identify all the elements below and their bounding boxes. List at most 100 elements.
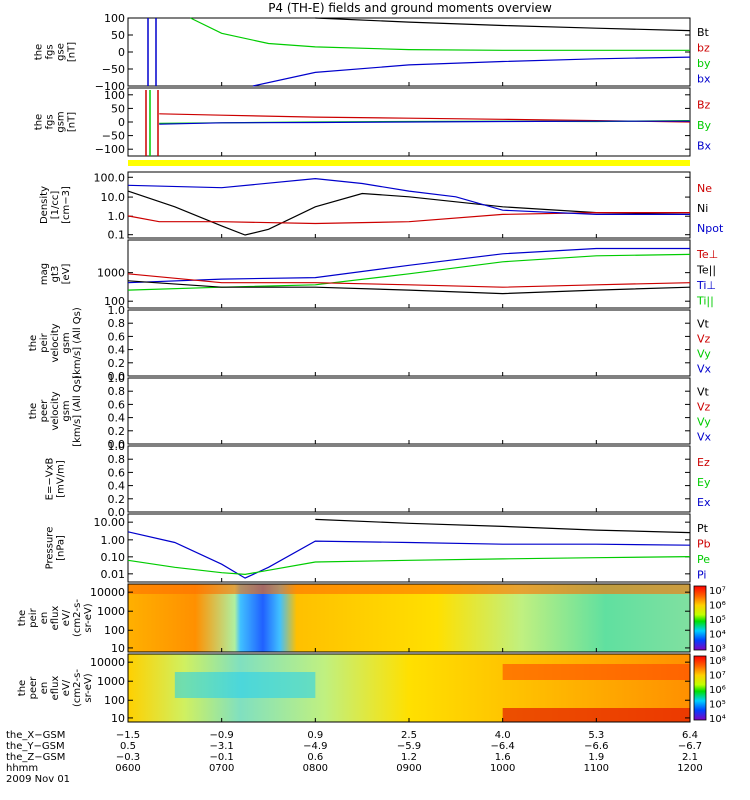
panel-fgs-gse-ylabel: fgs bbox=[45, 44, 56, 59]
xaxis-value: 5.3 bbox=[588, 730, 604, 741]
panel-fgs-gse-legend-1: bz bbox=[697, 41, 710, 54]
panel-density-legend-2: Npot bbox=[697, 222, 724, 235]
panel-fgs-gse-ylabel: gse bbox=[56, 43, 67, 61]
panel-temperature-ylabel: [eV] bbox=[61, 264, 72, 285]
panel-peer-velocity-ytick-label: 0.8 bbox=[108, 385, 126, 398]
panel-peir-eflux-ytick-label: 10000 bbox=[90, 586, 125, 599]
xaxis-row-label: the_X−GSM bbox=[6, 730, 65, 741]
panel-pressure-ytick-label: 1.00 bbox=[101, 534, 126, 547]
panel-density-legend-0: Ne bbox=[697, 182, 712, 195]
panel-peer-eflux-ylabel: eflux bbox=[50, 676, 61, 701]
panel-peir-eflux-high-energy-band bbox=[128, 584, 690, 594]
panel-pressure-ylabel: [nPa] bbox=[56, 535, 67, 561]
xaxis-row-label: the_Y−GSM bbox=[6, 741, 65, 752]
series-pressure-pt bbox=[315, 518, 691, 534]
panel-pressure-ylabel: Pressure bbox=[45, 527, 56, 570]
panel-fgs-gsm-ytick-label: 100 bbox=[104, 89, 125, 102]
panel-temperature-legend-2: Ti⊥ bbox=[696, 279, 716, 292]
panel-peer-eflux-colorbar bbox=[693, 655, 707, 721]
panel-peer-eflux-colorbar-label: 10⁴ bbox=[709, 714, 726, 725]
panel-peir-eflux-colorbar-label: 10⁵ bbox=[709, 615, 726, 626]
panel-fgs-gsm-ytick-label: 50 bbox=[111, 102, 125, 115]
xaxis-value: −4.9 bbox=[303, 741, 327, 752]
panel-fgs-gse-ytick-label: 100 bbox=[104, 12, 125, 25]
panel-pressure-legend-1: Pb bbox=[697, 537, 711, 550]
xaxis-value: 0600 bbox=[115, 763, 140, 774]
panel-peir-velocity-legend-3: Vx bbox=[697, 363, 712, 376]
xaxis-value: −0.1 bbox=[210, 752, 234, 763]
panel-peer-velocity-legend-1: Vz bbox=[697, 401, 711, 414]
panel-peer-velocity-legend-0: Vt bbox=[697, 386, 710, 399]
xaxis-value: 0900 bbox=[396, 763, 421, 774]
panel-peer-velocity-ylabel: peer bbox=[39, 399, 50, 423]
panel-peir-velocity-ytick-label: 0.2 bbox=[108, 357, 126, 370]
xaxis-value: 1.2 bbox=[401, 752, 417, 763]
panel-peer-eflux-colorbar-label: 10⁷ bbox=[709, 671, 726, 682]
series-fgs-gse-bx bbox=[252, 56, 691, 87]
data-availability-bar bbox=[128, 160, 690, 166]
panel-peer-eflux-ylabel: eV/ bbox=[61, 679, 72, 696]
panel-fgs-gse-legend-3: bx bbox=[697, 72, 711, 85]
panel-density-ylabel: [cm−3] bbox=[61, 186, 72, 224]
panel-fgs-gsm-legend-0: Bz bbox=[697, 98, 711, 111]
panel-density-ylabel: [1/cc] bbox=[50, 191, 61, 220]
panel-peir-velocity-frame bbox=[127, 309, 691, 377]
xaxis-value: 0.5 bbox=[120, 741, 136, 752]
panel-peir-eflux-ylabel: (cm2-s- bbox=[72, 599, 83, 637]
panel-pressure-ytick-label: 0.10 bbox=[101, 551, 126, 564]
series-pressure-pi bbox=[127, 531, 691, 579]
panel-peir-eflux-colorbar-label: 10³ bbox=[709, 644, 726, 655]
panel-fgs-gsm-ylabel: fgs bbox=[45, 114, 56, 129]
panel-peir-eflux-ytick-label: 1000 bbox=[97, 605, 125, 618]
panel-peer-velocity-ytick-label: 0.6 bbox=[108, 398, 126, 411]
panel-peir-velocity-ytick-label: 1.0 bbox=[108, 304, 126, 317]
xaxis-value: 2.5 bbox=[401, 730, 417, 741]
panel-density-frame bbox=[127, 171, 691, 239]
panel-peer-velocity-ytick-label: 0.4 bbox=[108, 412, 126, 425]
panel-peir-eflux-ylabel: sr-eV) bbox=[83, 603, 94, 632]
xaxis-value: −6.4 bbox=[491, 741, 515, 752]
xaxis-value: 4.0 bbox=[495, 730, 511, 741]
series-temperature-te bbox=[127, 273, 691, 288]
panel-fgs-gse-ytick-label: −50 bbox=[102, 63, 125, 76]
panel-temperature-ylabel: mag bbox=[39, 263, 50, 285]
panel-peer-velocity-ylabel: the bbox=[28, 403, 39, 419]
panel-peer-eflux-ytick-label: 10000 bbox=[90, 656, 125, 669]
series-fgs-gse-bt bbox=[315, 17, 691, 32]
panel-peir-velocity-ytick-label: 0.0 bbox=[108, 370, 126, 383]
panel-peer-eflux-colorbar-label: 10⁸ bbox=[709, 656, 726, 667]
panel-peer-eflux-ylabel: sr-eV) bbox=[83, 673, 94, 702]
panel-peir-velocity-ytick-label: 0.4 bbox=[108, 344, 126, 357]
panel-fgs-gse-legend-2: by bbox=[697, 57, 711, 70]
panel-fgs-gsm-legend-1: By bbox=[697, 119, 712, 132]
panel-fgs-gse-legend-0: Bt bbox=[697, 26, 710, 39]
panel-pressure-legend-3: Pi bbox=[697, 568, 706, 581]
panel-fgs-gsm-ytick-label: 0 bbox=[118, 116, 125, 129]
panel-density-ytick-label: 10.0 bbox=[101, 191, 126, 204]
panel-peer-velocity-ytick-label: 0.0 bbox=[108, 438, 126, 451]
panel-peir-velocity-ylabel: velocity bbox=[50, 323, 61, 362]
panel-e-field-ylabel: [mV/m] bbox=[56, 460, 67, 498]
panel-e-field-ylabel: E=−VxB bbox=[45, 458, 56, 501]
panel-peer-eflux-colorbar-label: 10⁶ bbox=[709, 685, 726, 696]
xaxis-value: −1.5 bbox=[116, 730, 140, 741]
xaxis-value: −0.9 bbox=[210, 730, 234, 741]
panel-e-field-legend-1: Ey bbox=[697, 476, 711, 489]
panel-peer-velocity-ylabel: velocity bbox=[50, 391, 61, 430]
panel-peir-velocity-legend-0: Vt bbox=[697, 318, 710, 331]
panel-e-field-ytick-label: 0.2 bbox=[108, 493, 126, 506]
panel-peer-eflux-cold-electron-patch bbox=[174, 672, 316, 698]
panel-e-field-ytick-label: 0.0 bbox=[108, 506, 126, 519]
panel-peer-eflux-ylabel: (cm2-s- bbox=[72, 669, 83, 707]
xaxis-row-label: the_Z−GSM bbox=[6, 752, 65, 763]
series-pressure-pe bbox=[127, 556, 691, 576]
panel-pressure-legend-0: Pt bbox=[697, 522, 709, 535]
xaxis-value: −5.9 bbox=[397, 741, 421, 752]
xaxis-value: 1.9 bbox=[588, 752, 604, 763]
panel-temperature-legend-1: Te|| bbox=[696, 263, 716, 276]
panel-peer-eflux-hot-electron-band bbox=[502, 664, 690, 680]
panel-e-field-legend-0: Ez bbox=[697, 456, 710, 469]
xaxis-value: 1.6 bbox=[495, 752, 511, 763]
xaxis-value: 1200 bbox=[677, 763, 702, 774]
page-title: P4 (TH-E) fields and ground moments over… bbox=[268, 1, 552, 15]
